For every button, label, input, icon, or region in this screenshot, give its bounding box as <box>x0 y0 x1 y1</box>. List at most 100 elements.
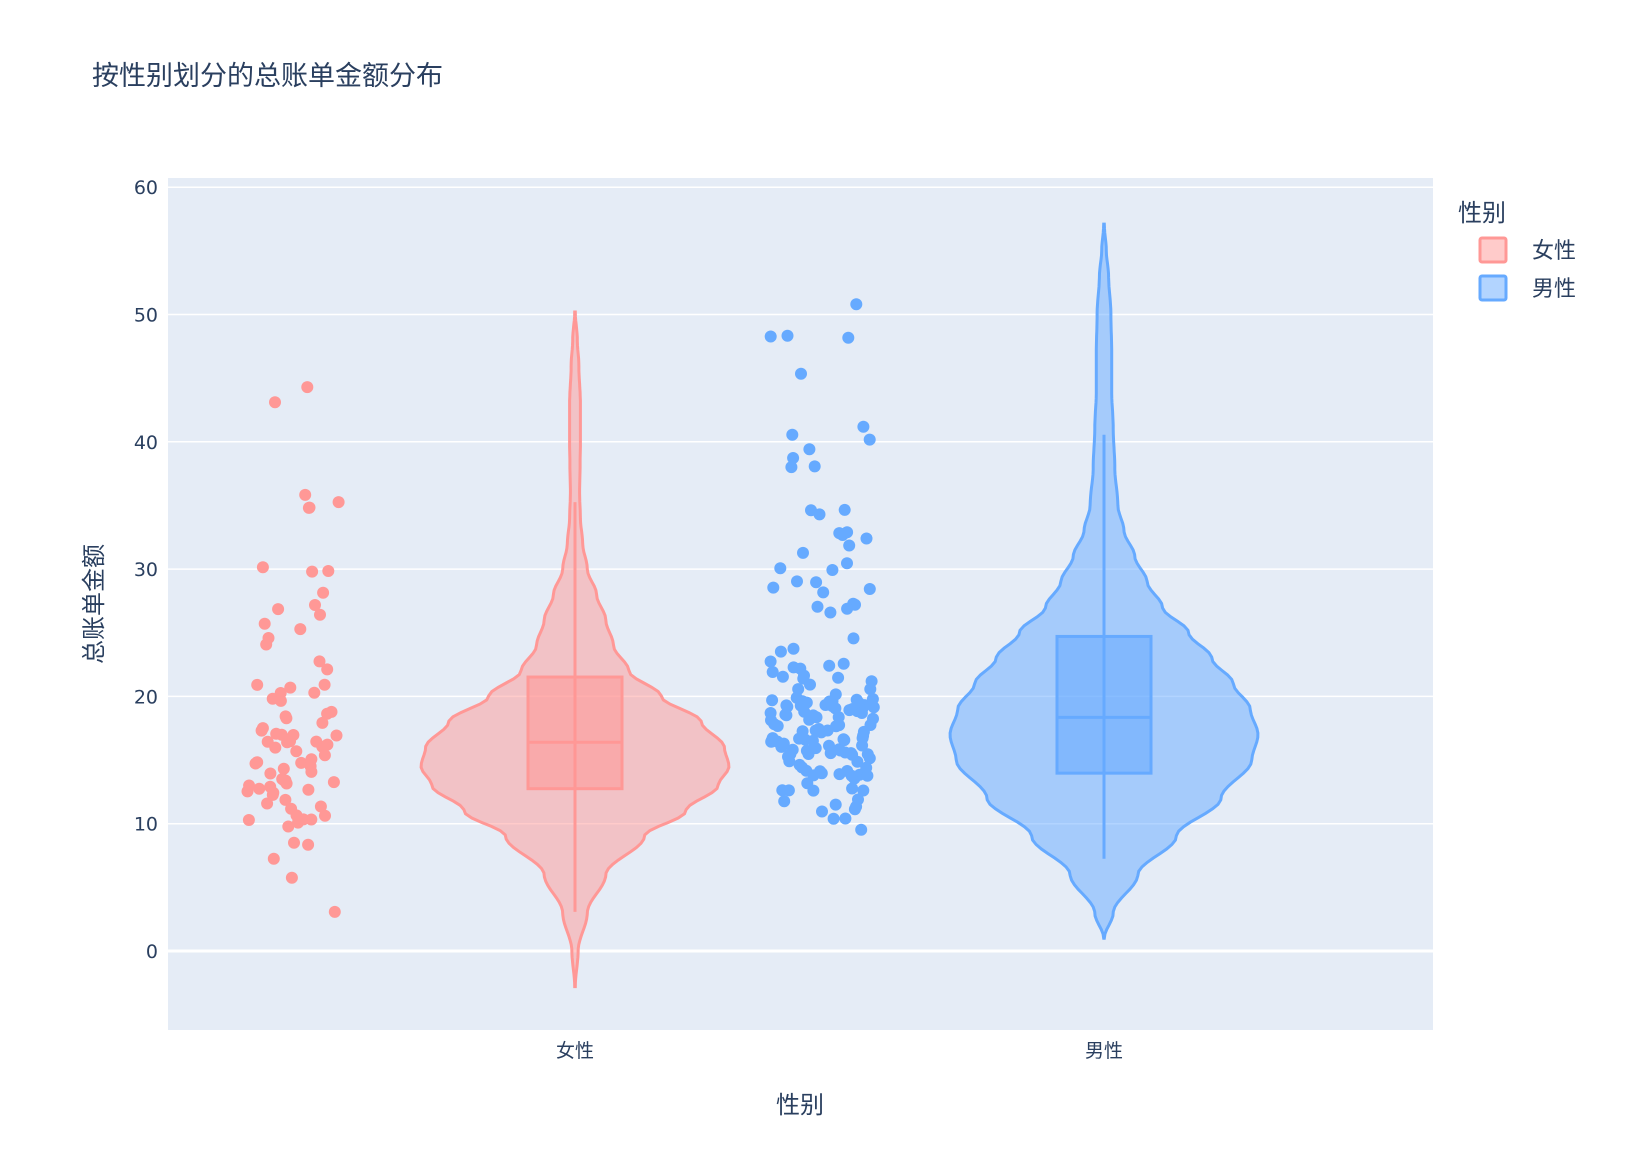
data-point <box>786 428 799 441</box>
data-point <box>842 331 855 344</box>
data-point <box>765 735 778 748</box>
data-point <box>811 600 824 613</box>
x-tick-label: 女性 <box>556 1040 594 1062</box>
x-axis-title: 性别 <box>776 1091 824 1119</box>
data-point <box>807 784 820 797</box>
data-point <box>837 733 850 746</box>
data-point <box>766 694 779 707</box>
data-point <box>318 749 331 762</box>
data-point <box>316 716 329 729</box>
data-point <box>328 905 341 918</box>
data-point <box>782 750 794 763</box>
legend-item-female[interactable]: 女性 <box>1478 236 1576 264</box>
data-point <box>285 871 298 884</box>
data-point <box>785 461 798 474</box>
legend-title: 性别 <box>1458 199 1506 227</box>
data-point <box>827 812 840 825</box>
data-point <box>845 769 858 782</box>
data-point <box>838 503 851 516</box>
y-tick-label: 10 <box>134 814 158 836</box>
data-point <box>332 496 345 509</box>
y-tick-label: 60 <box>134 177 158 199</box>
data-point <box>857 729 870 742</box>
data-point <box>321 707 334 720</box>
data-point <box>810 576 823 589</box>
data-point <box>787 452 800 464</box>
y-axis-title: 总账单金额 <box>80 544 108 664</box>
data-point <box>812 725 825 738</box>
legend-label: 男性 <box>1532 277 1576 302</box>
data-point <box>267 852 280 865</box>
data-point <box>274 694 287 707</box>
data-point <box>264 767 277 780</box>
data-point <box>833 768 846 781</box>
box-iqr <box>526 675 624 791</box>
data-point <box>272 603 285 616</box>
y-tick-label: 30 <box>134 559 158 581</box>
data-point <box>765 714 777 727</box>
data-point <box>306 565 319 578</box>
data-point <box>777 737 790 750</box>
data-point <box>846 782 859 795</box>
data-point <box>776 670 789 683</box>
data-point <box>817 586 830 599</box>
data-point <box>314 800 327 813</box>
data-point <box>848 803 861 816</box>
data-point <box>832 711 845 724</box>
data-point <box>302 783 315 796</box>
data-point <box>787 642 800 655</box>
data-point <box>830 720 843 733</box>
data-point <box>321 663 334 676</box>
data-point <box>258 617 271 630</box>
y-tick-label: 50 <box>134 305 158 327</box>
data-point <box>850 298 863 311</box>
plot-background <box>168 178 1433 1030</box>
data-point <box>852 696 865 709</box>
data-point <box>795 367 807 380</box>
legend-item-male[interactable]: 男性 <box>1478 274 1576 302</box>
data-point <box>261 797 274 810</box>
data-point <box>280 712 293 725</box>
legend-swatch <box>1478 274 1508 302</box>
data-point <box>816 805 828 818</box>
data-point <box>282 820 295 833</box>
data-point <box>305 765 318 778</box>
data-point <box>330 729 343 742</box>
data-point <box>288 836 300 849</box>
data-point <box>834 744 847 757</box>
data-point <box>864 719 877 731</box>
data-point <box>800 696 813 709</box>
data-point <box>843 704 856 717</box>
violin-traces <box>419 222 1260 989</box>
data-point <box>266 788 279 801</box>
y-tick-label: 40 <box>134 432 158 454</box>
data-point <box>863 433 876 446</box>
data-point <box>806 734 819 747</box>
data-point <box>847 632 860 645</box>
data-point <box>774 645 787 658</box>
data-point <box>790 691 803 704</box>
data-point <box>841 602 854 615</box>
data-point <box>302 501 315 514</box>
box-iqr <box>1055 634 1153 775</box>
data-point <box>308 686 321 699</box>
data-point <box>860 761 873 774</box>
data-point <box>322 565 335 577</box>
data-point <box>794 662 807 675</box>
data-point <box>281 736 294 749</box>
data-point <box>860 532 873 545</box>
data-point <box>841 557 853 570</box>
data-point <box>813 508 826 521</box>
data-point <box>292 816 304 829</box>
chart-title: 按性别划分的总账单金额分布 <box>92 61 443 92</box>
data-point <box>798 705 811 718</box>
data-point <box>780 709 793 722</box>
data-point <box>305 813 318 826</box>
data-point <box>864 683 877 696</box>
data-point <box>823 739 835 752</box>
data-point <box>797 672 810 685</box>
y-tick-label: 0 <box>146 941 158 963</box>
data-point <box>836 529 849 541</box>
data-point <box>857 420 870 433</box>
